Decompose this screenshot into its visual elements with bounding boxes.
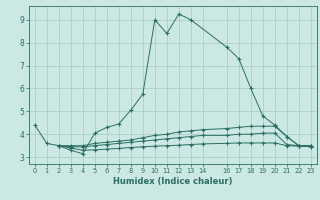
X-axis label: Humidex (Indice chaleur): Humidex (Indice chaleur) — [113, 177, 233, 186]
